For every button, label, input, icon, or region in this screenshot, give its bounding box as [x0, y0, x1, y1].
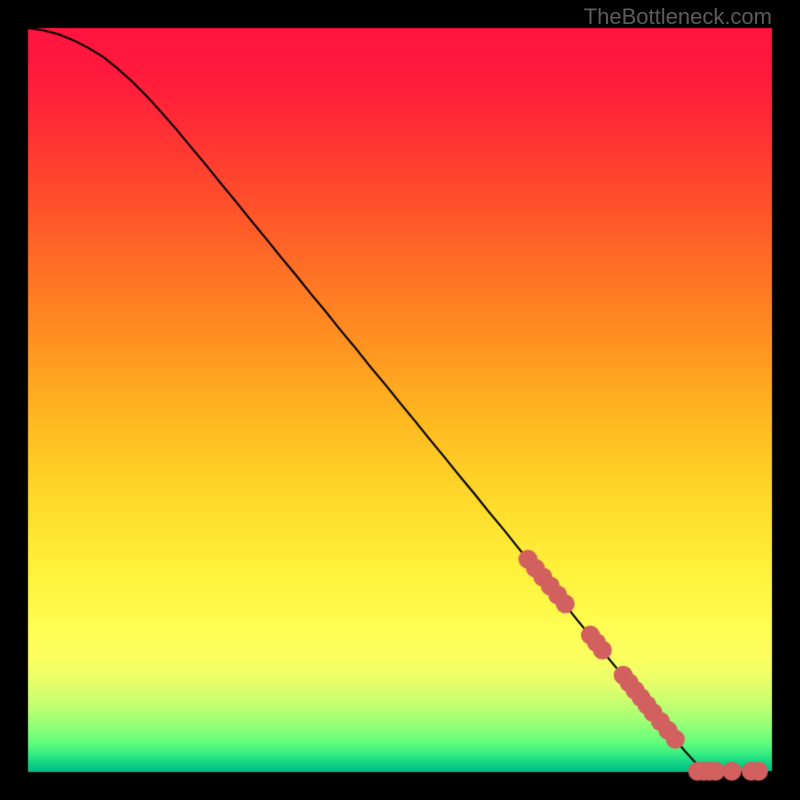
watermark-text: TheBottleneck.com — [584, 4, 772, 30]
chart-canvas — [0, 0, 800, 800]
chart-stage: TheBottleneck.com — [0, 0, 800, 800]
